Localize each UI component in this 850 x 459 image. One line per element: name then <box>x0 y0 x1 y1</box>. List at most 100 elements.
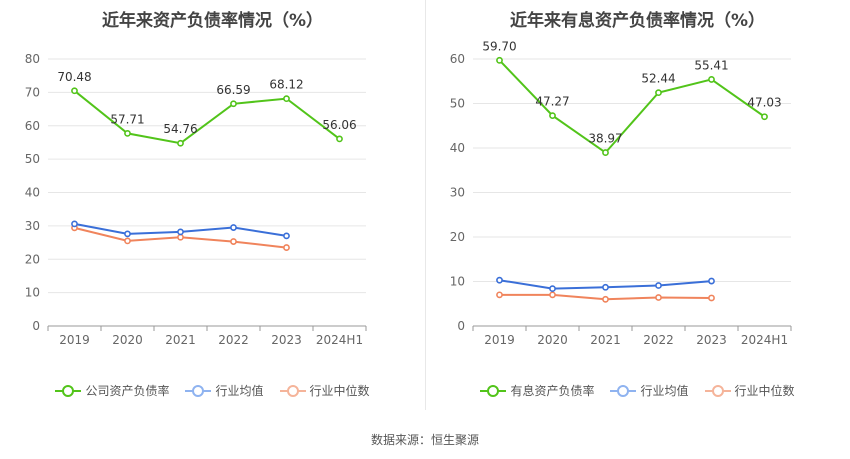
y-tick-label: 80 <box>25 52 40 66</box>
legend-marker-icon <box>610 384 637 398</box>
data-label: 47.27 <box>535 95 569 109</box>
y-tick-label: 10 <box>450 275 465 289</box>
chart-title: 近年来资产负债率情况（%） <box>101 11 324 31</box>
x-tick-label: 2021 <box>165 333 196 347</box>
y-tick-label: 0 <box>32 319 40 333</box>
data-point <box>655 294 662 301</box>
legend-item-mean[interactable]: 行业均值 <box>610 382 689 399</box>
y-tick-label: 30 <box>450 186 465 200</box>
x-tick-label: 2024H1 <box>316 333 363 347</box>
legend-item-median[interactable]: 行业中位数 <box>279 382 370 399</box>
line-chart-svg: 0 10 20 30 40 50 60 2019 2020 2021 2022 2023 2024H1 5… <box>450 39 792 347</box>
legend-label: 有息资产负债率 <box>510 384 595 398</box>
data-point <box>124 237 131 245</box>
data-point <box>283 244 290 251</box>
data-point <box>177 139 184 147</box>
x-tick-label: 2023 <box>696 333 727 347</box>
line-chart-svg: 0 10 20 30 40 50 60 70 80 2019 2020 2021 2022 2023 202… <box>25 52 367 347</box>
data-point <box>124 129 131 137</box>
data-point <box>708 294 715 302</box>
data-point <box>602 149 609 156</box>
y-tick-label: 30 <box>25 219 40 233</box>
legend-marker-icon <box>704 384 731 398</box>
data-label: 38.97 <box>588 132 622 146</box>
data-point <box>549 285 556 293</box>
data-point <box>549 291 556 299</box>
y-tick-label: 40 <box>450 141 465 155</box>
legend-item-company[interactable]: 有息资产负债率 <box>480 382 594 399</box>
y-tick-label: 70 <box>25 85 40 99</box>
legend-label: 公司资产负债率 <box>85 384 170 398</box>
x-tick-label: 2021 <box>590 333 621 347</box>
x-tick-label: 2020 <box>537 333 568 347</box>
y-tick-label: 50 <box>450 97 465 111</box>
data-label: 57.71 <box>110 112 144 126</box>
data-point <box>708 76 715 83</box>
data-point <box>124 230 131 238</box>
x-tick-label: 2020 <box>112 333 143 347</box>
data-point <box>708 277 715 285</box>
data-label: 54.76 <box>163 122 197 136</box>
data-point <box>71 87 78 95</box>
data-point <box>496 291 503 299</box>
data-label: 70.48 <box>57 70 91 84</box>
data-point <box>283 95 290 103</box>
data-point <box>230 238 237 245</box>
legend-marker-icon <box>185 384 212 398</box>
data-label: 66.59 <box>216 83 250 97</box>
legend-marker-icon <box>55 384 82 398</box>
data-point <box>602 295 609 303</box>
data-point <box>177 233 184 241</box>
data-label: 68.12 <box>269 78 303 92</box>
data-point <box>496 276 503 284</box>
data-label: 59.70 <box>482 39 516 53</box>
data-point <box>761 113 768 121</box>
data-label: 55.41 <box>694 58 728 72</box>
chart-panel-debt-ratio: 近年来资产负债率情况（%） 0 10 20 30 40 50 60 70 80 2019 2020 2… <box>0 0 425 420</box>
data-source-note: 数据来源：恒生聚源 <box>370 433 479 447</box>
legend-item-mean[interactable]: 行业均值 <box>185 382 264 399</box>
panel-divider <box>425 0 426 410</box>
legend: 有息资产负债率 行业均值 行业中位数 <box>425 382 850 399</box>
y-tick-label: 40 <box>25 186 40 200</box>
data-point <box>71 220 78 228</box>
data-point <box>230 100 237 108</box>
data-label: 56.06 <box>322 118 356 132</box>
data-point <box>655 89 662 97</box>
legend-label: 行业中位数 <box>309 384 370 398</box>
legend-marker-icon <box>279 384 306 398</box>
chart-title: 近年来有息资产负债率情况（%） <box>509 11 766 31</box>
x-tick-label: 2019 <box>484 333 515 347</box>
data-point <box>602 283 609 291</box>
y-tick-label: 60 <box>25 119 40 133</box>
data-label: 47.03 <box>747 96 781 110</box>
legend-item-median[interactable]: 行业中位数 <box>704 382 795 399</box>
legend: 公司资产负债率 行业均值 行业中位数 <box>0 382 425 399</box>
data-point <box>283 232 290 240</box>
legend-label: 行业均值 <box>640 384 689 398</box>
data-point <box>549 112 556 120</box>
chart-panel-interest-debt-ratio: 近年来有息资产负债率情况（%） 0 10 20 30 40 50 60 2019 2020 202… <box>425 0 850 420</box>
data-point <box>177 228 184 236</box>
y-tick-label: 0 <box>457 319 465 333</box>
data-point <box>336 135 343 143</box>
y-tick-label: 10 <box>25 286 40 300</box>
legend-marker-icon <box>480 384 507 398</box>
x-tick-label: 2023 <box>271 333 302 347</box>
y-tick-label: 60 <box>450 52 465 66</box>
legend-item-company[interactable]: 公司资产负债率 <box>55 382 169 399</box>
data-label: 52.44 <box>641 72 675 86</box>
x-tick-label: 2024H1 <box>741 333 788 347</box>
x-tick-label: 2019 <box>59 333 90 347</box>
y-tick-label: 20 <box>25 252 40 266</box>
legend-label: 行业中位数 <box>734 384 795 398</box>
y-tick-label: 20 <box>450 230 465 244</box>
x-tick-label: 2022 <box>643 333 674 347</box>
series-line <box>498 59 766 154</box>
legend-label: 行业均值 <box>215 384 264 398</box>
y-tick-label: 50 <box>25 152 40 166</box>
series-line <box>73 90 341 145</box>
data-point <box>496 56 503 64</box>
x-tick-label: 2022 <box>218 333 249 347</box>
